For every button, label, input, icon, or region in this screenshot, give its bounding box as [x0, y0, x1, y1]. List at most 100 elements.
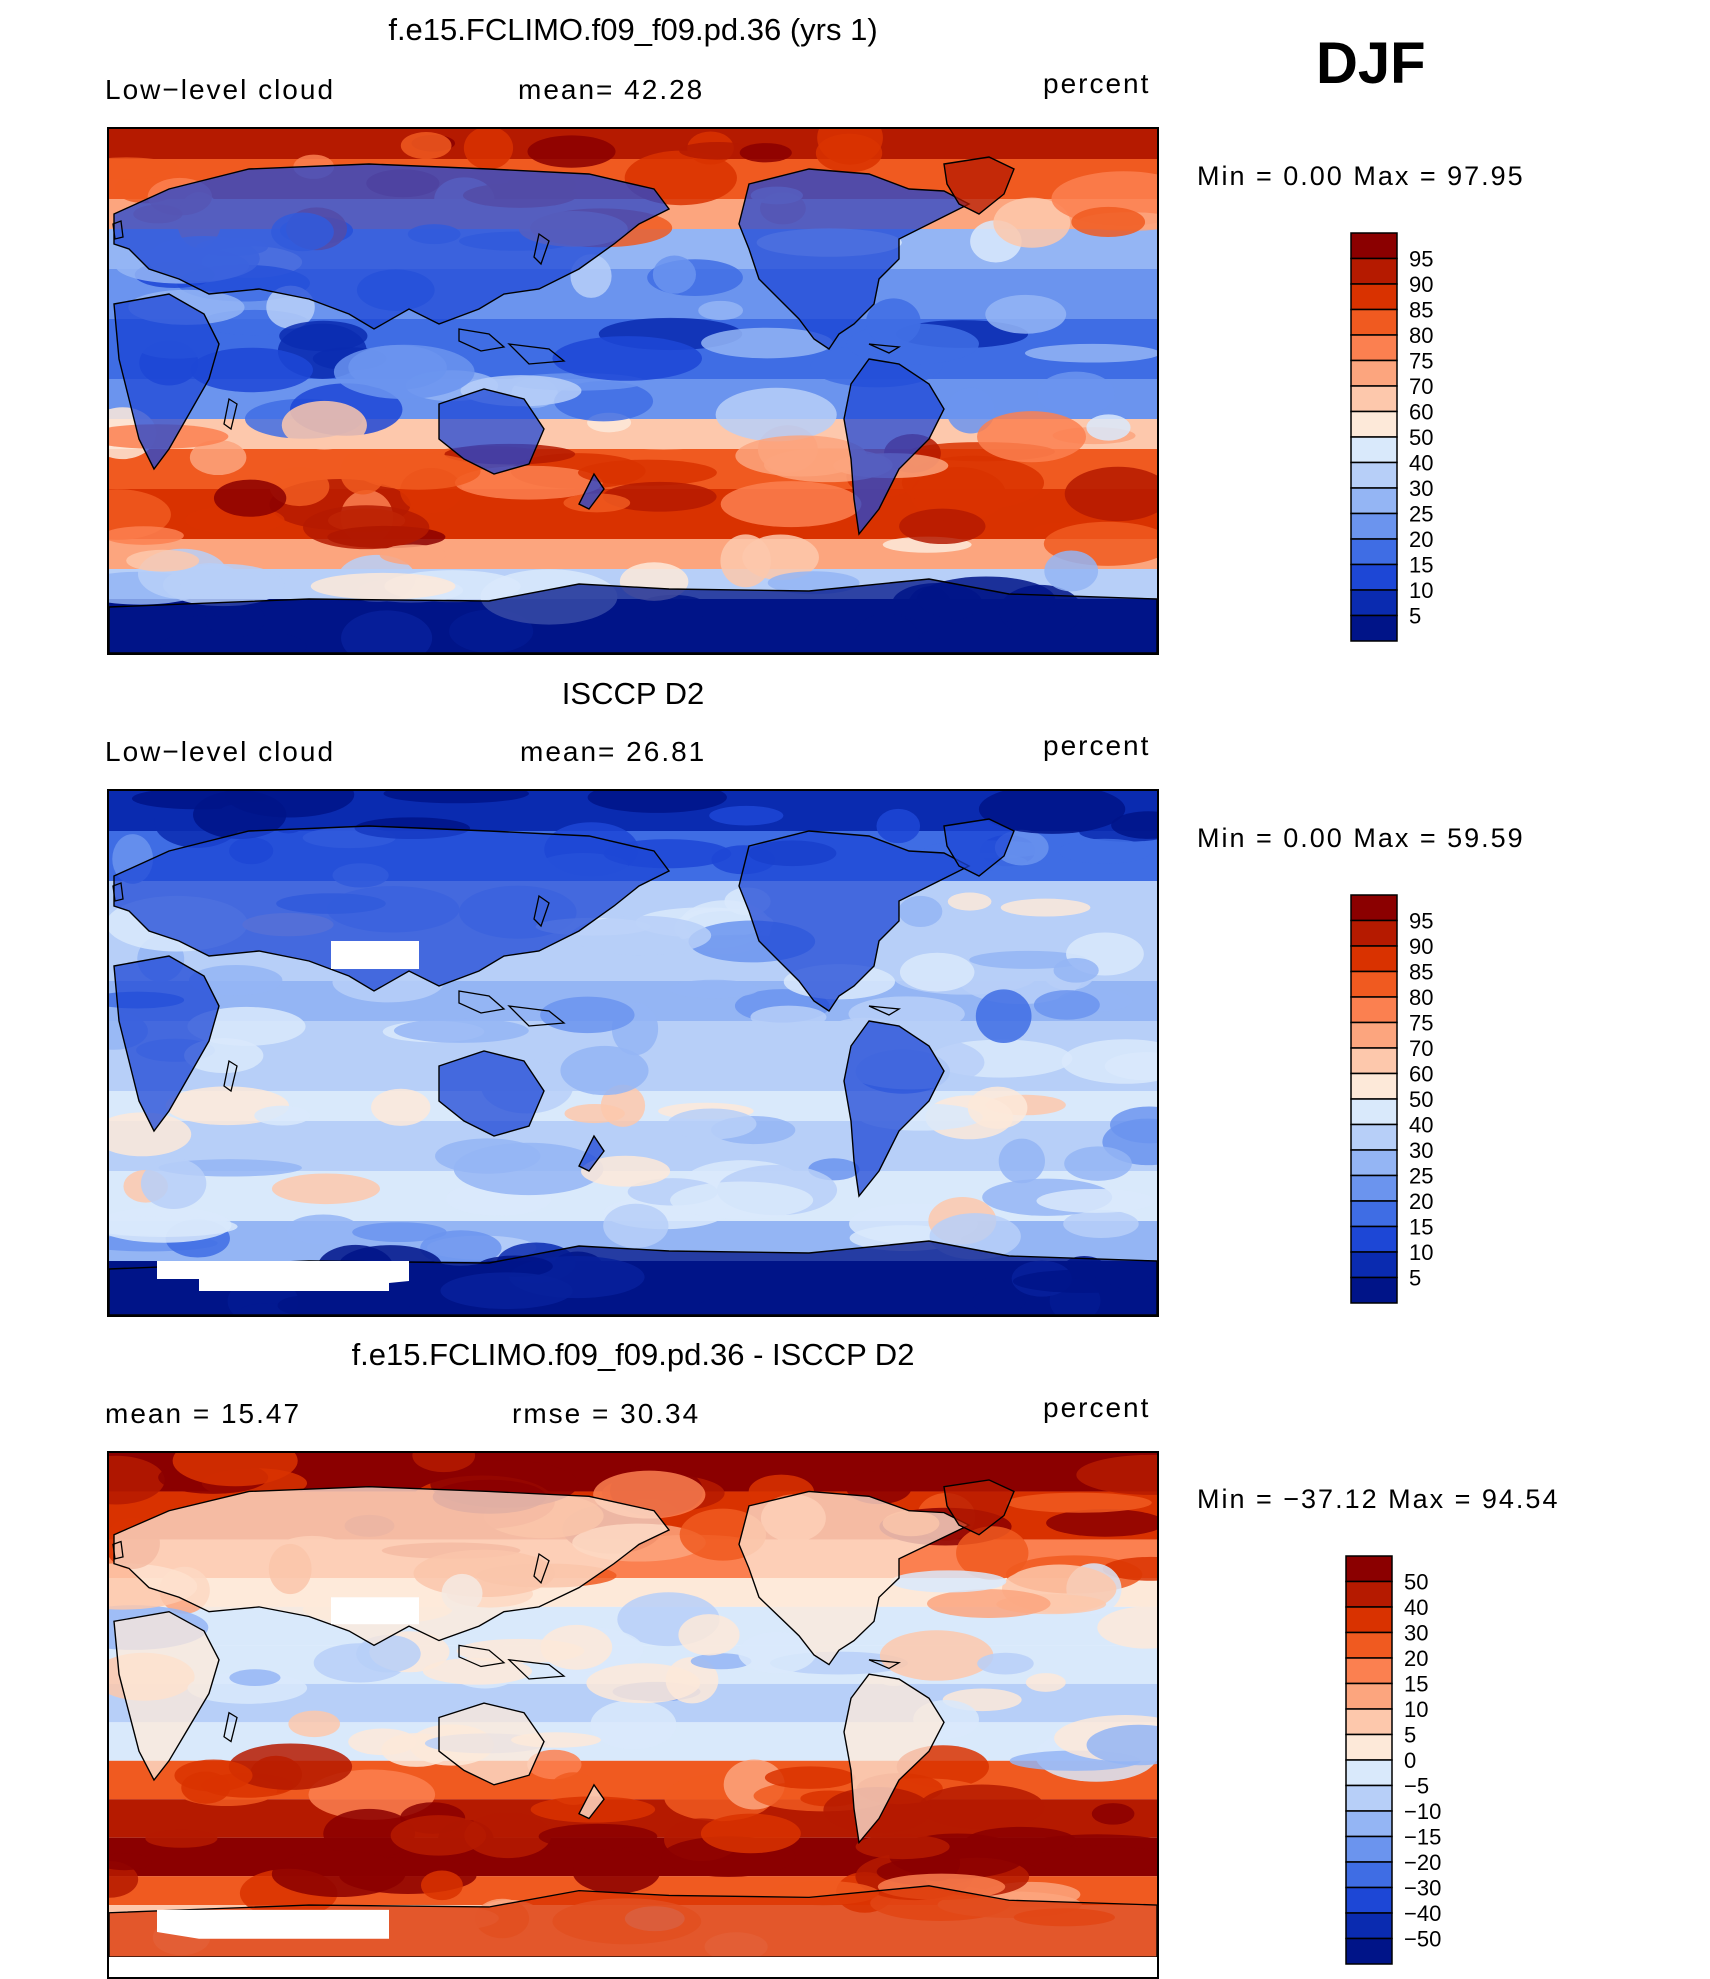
field-blob [126, 549, 200, 572]
colorbar-tick-label: 50 [1409, 1087, 1433, 1112]
colorbar-swatch [1350, 919, 1398, 947]
field-blob [540, 1624, 613, 1670]
field-blob [1064, 466, 1157, 522]
field-blob [947, 892, 992, 911]
field-blob [540, 996, 635, 1034]
colorbar-tick-label: 90 [1409, 934, 1433, 959]
missing-data-region [157, 1261, 409, 1291]
field-blob [563, 493, 631, 513]
field-blob [552, 336, 703, 381]
field-blob [1006, 1492, 1152, 1513]
colorbar-swatch [1350, 436, 1398, 464]
field-blob [187, 1006, 306, 1046]
colorbar-tick-label: 80 [1409, 323, 1433, 348]
field-blob [1037, 371, 1115, 416]
panel-1-title: f.e15.FCLIMO.f09_f09.pd.36 (yrs 1) [388, 12, 878, 47]
field-blob [586, 1663, 701, 1704]
field-blob [1036, 1188, 1155, 1213]
field-band [109, 539, 1157, 569]
coastline [113, 1485, 671, 1647]
field-blob [735, 435, 868, 477]
field-blob [288, 1710, 341, 1738]
colorbar-tick-label: 10 [1404, 1697, 1428, 1722]
panel-1-map [107, 127, 1159, 655]
field-blob [927, 1589, 1051, 1618]
colorbar-swatch [1345, 1733, 1393, 1761]
coastline [738, 168, 971, 350]
colorbar-tick-label: 25 [1409, 1164, 1433, 1189]
field-blob [1111, 811, 1157, 839]
field-blob [279, 320, 368, 352]
colorbar-tick-label: −10 [1404, 1799, 1441, 1824]
missing-data-region [331, 1597, 419, 1625]
colorbar-tick-label: 15 [1409, 1215, 1433, 1240]
colorbar-tick-label: 70 [1409, 1036, 1433, 1061]
colorbar-tick-label: 20 [1409, 527, 1433, 552]
field-blob [109, 1112, 192, 1157]
colorbar-tick-label: 5 [1409, 604, 1421, 629]
field-blob [228, 1743, 353, 1790]
colorbar-swatch [1345, 1810, 1393, 1838]
field-blob [453, 1142, 604, 1196]
field-blob [652, 255, 696, 294]
field-blob [109, 1455, 165, 1505]
coastline [507, 1658, 566, 1680]
colorbar-tick-label: 30 [1409, 476, 1433, 501]
colorbar-tick-label: 30 [1404, 1621, 1428, 1646]
colorbar-swatch [1350, 1251, 1398, 1279]
field-blob [1086, 1724, 1157, 1766]
field-blob [572, 1850, 660, 1894]
field-blob [271, 1850, 406, 1898]
colorbar-swatch [1350, 1225, 1398, 1253]
field-blob [390, 1815, 487, 1856]
field-blob [393, 1018, 529, 1043]
colorbar-tick-label: −5 [1404, 1774, 1429, 1799]
field-blob [577, 459, 717, 486]
colorbar-swatch [1345, 1937, 1393, 1965]
colorbar-swatch [1350, 283, 1398, 311]
field-blob [323, 1808, 415, 1859]
panel-2-variable-label: Low−level cloud [105, 736, 336, 767]
coastline [223, 397, 238, 431]
panel-2-units-label: percent [1043, 730, 1151, 761]
colorbar-swatch [1350, 1276, 1398, 1304]
colorbar-swatch [1345, 1555, 1393, 1583]
field-blob [281, 400, 367, 450]
field-blob [899, 952, 975, 992]
colorbar-swatch [1345, 1835, 1393, 1863]
colorbar-swatch [1345, 1708, 1393, 1736]
coastline [578, 472, 605, 510]
field-blob [109, 157, 180, 180]
colorbar-swatch [1350, 1072, 1398, 1100]
field-blob [371, 1088, 431, 1126]
colorbar-tick-label: 40 [1409, 451, 1433, 476]
coastline [458, 990, 506, 1014]
field-blob [352, 1222, 447, 1243]
field-blob [876, 808, 921, 844]
panel-1-mean-label: mean= 42.28 [518, 74, 705, 105]
field-blob [978, 791, 1126, 834]
panel-2-title: ISCCP D2 [561, 676, 705, 711]
colorbar-swatch [1350, 894, 1398, 922]
field-blob [109, 1216, 238, 1237]
coastline [843, 1673, 945, 1845]
field-blob [1033, 990, 1100, 1020]
field-blob [899, 508, 986, 545]
field-blob [1076, 1454, 1157, 1495]
field-blob [1097, 1606, 1157, 1649]
colorbar-tick-label: 25 [1409, 502, 1433, 527]
coastline [507, 1005, 566, 1027]
field-blob [109, 526, 184, 545]
colorbar-swatch [1345, 1759, 1393, 1787]
colorbar-swatch [1345, 1580, 1393, 1608]
panel-3-mean-label: mean = 15.47 [105, 1398, 302, 1429]
coastline [113, 1610, 220, 1782]
colorbar-tick-label: 40 [1404, 1595, 1428, 1620]
field-blob [946, 387, 995, 434]
panel-2-colorbar: 95 90 85 80 75 70 60 50 40 30 25 20 15 10 5 [1347, 892, 1467, 1308]
field-blob [527, 135, 616, 168]
coastline [868, 343, 902, 354]
field-blob [286, 1214, 360, 1245]
field-blob [879, 1630, 994, 1681]
colorbar-swatch [1350, 1200, 1398, 1228]
